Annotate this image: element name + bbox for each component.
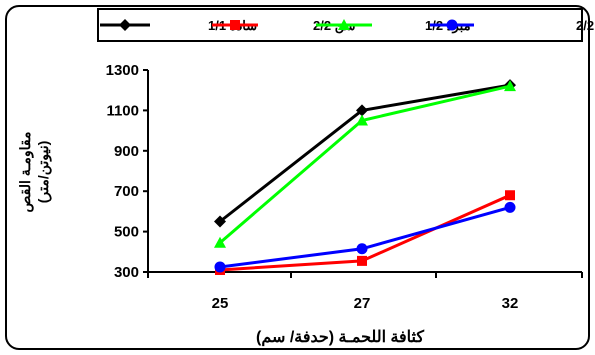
data-point — [356, 104, 368, 117]
data-point — [214, 236, 226, 248]
x-axis-title: كثافة اللحمـة (حدفة/ سم) — [256, 329, 424, 347]
y-axis-title-line1: مقاومـة القص — [17, 132, 34, 213]
data-point — [505, 190, 515, 201]
x-tick-label: 27 — [354, 295, 371, 312]
y-axis-title-line2: (نيوتن/متر) — [35, 141, 52, 204]
legend-marker — [338, 19, 350, 30]
series-line — [219, 83, 511, 223]
data-point — [357, 255, 367, 266]
legend-marker — [119, 19, 131, 31]
series-layer — [214, 79, 516, 275]
legend-box — [97, 8, 583, 42]
data-point — [214, 215, 226, 228]
y-tick-label: 1300 — [106, 62, 139, 79]
y-tick-label: 700 — [114, 183, 139, 200]
series-1 — [214, 79, 516, 228]
chart-frame — [5, 5, 590, 350]
y-tick-label: 300 — [114, 264, 139, 281]
data-point — [356, 243, 368, 255]
x-tick-label: 25 — [212, 295, 229, 312]
axes: 300 500 700 900 1100 1300 25 27 32 — [106, 62, 583, 312]
legend-item: سن ممتد 2/2 — [430, 18, 595, 34]
y-tick-label: 900 — [114, 143, 139, 160]
series-4 — [214, 201, 516, 273]
data-point — [504, 201, 516, 213]
legend-marker — [230, 20, 240, 30]
x-tick-label: 32 — [502, 295, 519, 312]
data-point — [504, 80, 516, 92]
legend: سادة 1/1سن 2/2مبرد 1/2سن ممتد 2/2 — [97, 8, 595, 42]
series-3 — [214, 80, 516, 248]
data-point — [214, 261, 226, 273]
legend-label: سن ممتد 2/2 — [576, 18, 595, 34]
legend-marker — [446, 19, 458, 31]
y-tick-label: 500 — [114, 224, 139, 241]
y-tick-label: 1100 — [106, 102, 139, 119]
data-point — [356, 114, 368, 126]
